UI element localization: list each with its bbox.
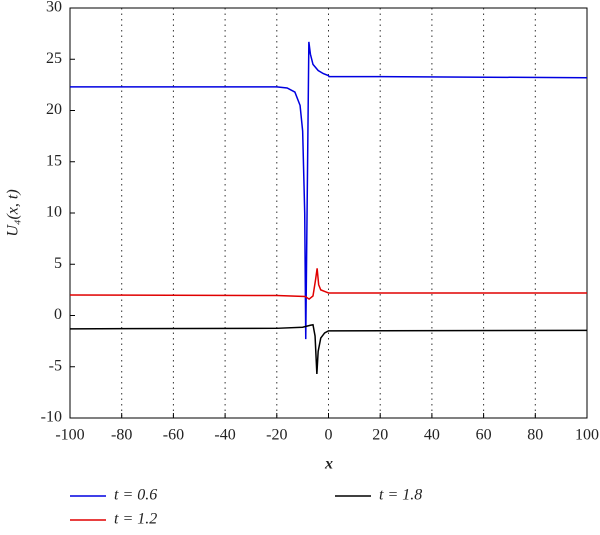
x-tick-label: -40 xyxy=(214,427,235,444)
x-tick-label: -60 xyxy=(163,427,184,444)
y-tick-label: 5 xyxy=(54,255,62,272)
x-tick-label: 60 xyxy=(476,427,492,444)
series-line xyxy=(70,41,588,340)
x-tick-label: 0 xyxy=(325,427,333,444)
y-tick-label: 20 xyxy=(46,101,62,118)
legend-label: t = 1.2 xyxy=(114,511,157,528)
x-tick-label: -20 xyxy=(266,427,287,444)
y-tick-label: -5 xyxy=(49,357,62,374)
x-tick-label: 100 xyxy=(575,427,599,444)
series-line xyxy=(69,268,587,301)
y-tick-label: 30 xyxy=(46,0,62,16)
x-axis-label: x xyxy=(324,456,333,473)
legend-label: t = 1.8 xyxy=(379,487,422,504)
series-line xyxy=(69,323,588,374)
x-tick-label: 40 xyxy=(424,427,440,444)
x-tick-label: 20 xyxy=(372,427,388,444)
x-tick-label: -80 xyxy=(111,427,132,444)
y-axis-label: U₄(x, t) xyxy=(5,189,22,236)
x-tick-label: -100 xyxy=(55,427,84,444)
x-tick-label: 80 xyxy=(527,427,543,444)
plot-frame xyxy=(69,7,588,419)
y-tick-label: 15 xyxy=(46,152,62,169)
legend-label: t = 0.6 xyxy=(114,487,157,504)
y-tick-label: 25 xyxy=(46,50,62,67)
y-tick-label: -10 xyxy=(41,409,62,426)
y-tick-label: 0 xyxy=(54,306,62,323)
y-tick-label: 10 xyxy=(46,204,62,221)
